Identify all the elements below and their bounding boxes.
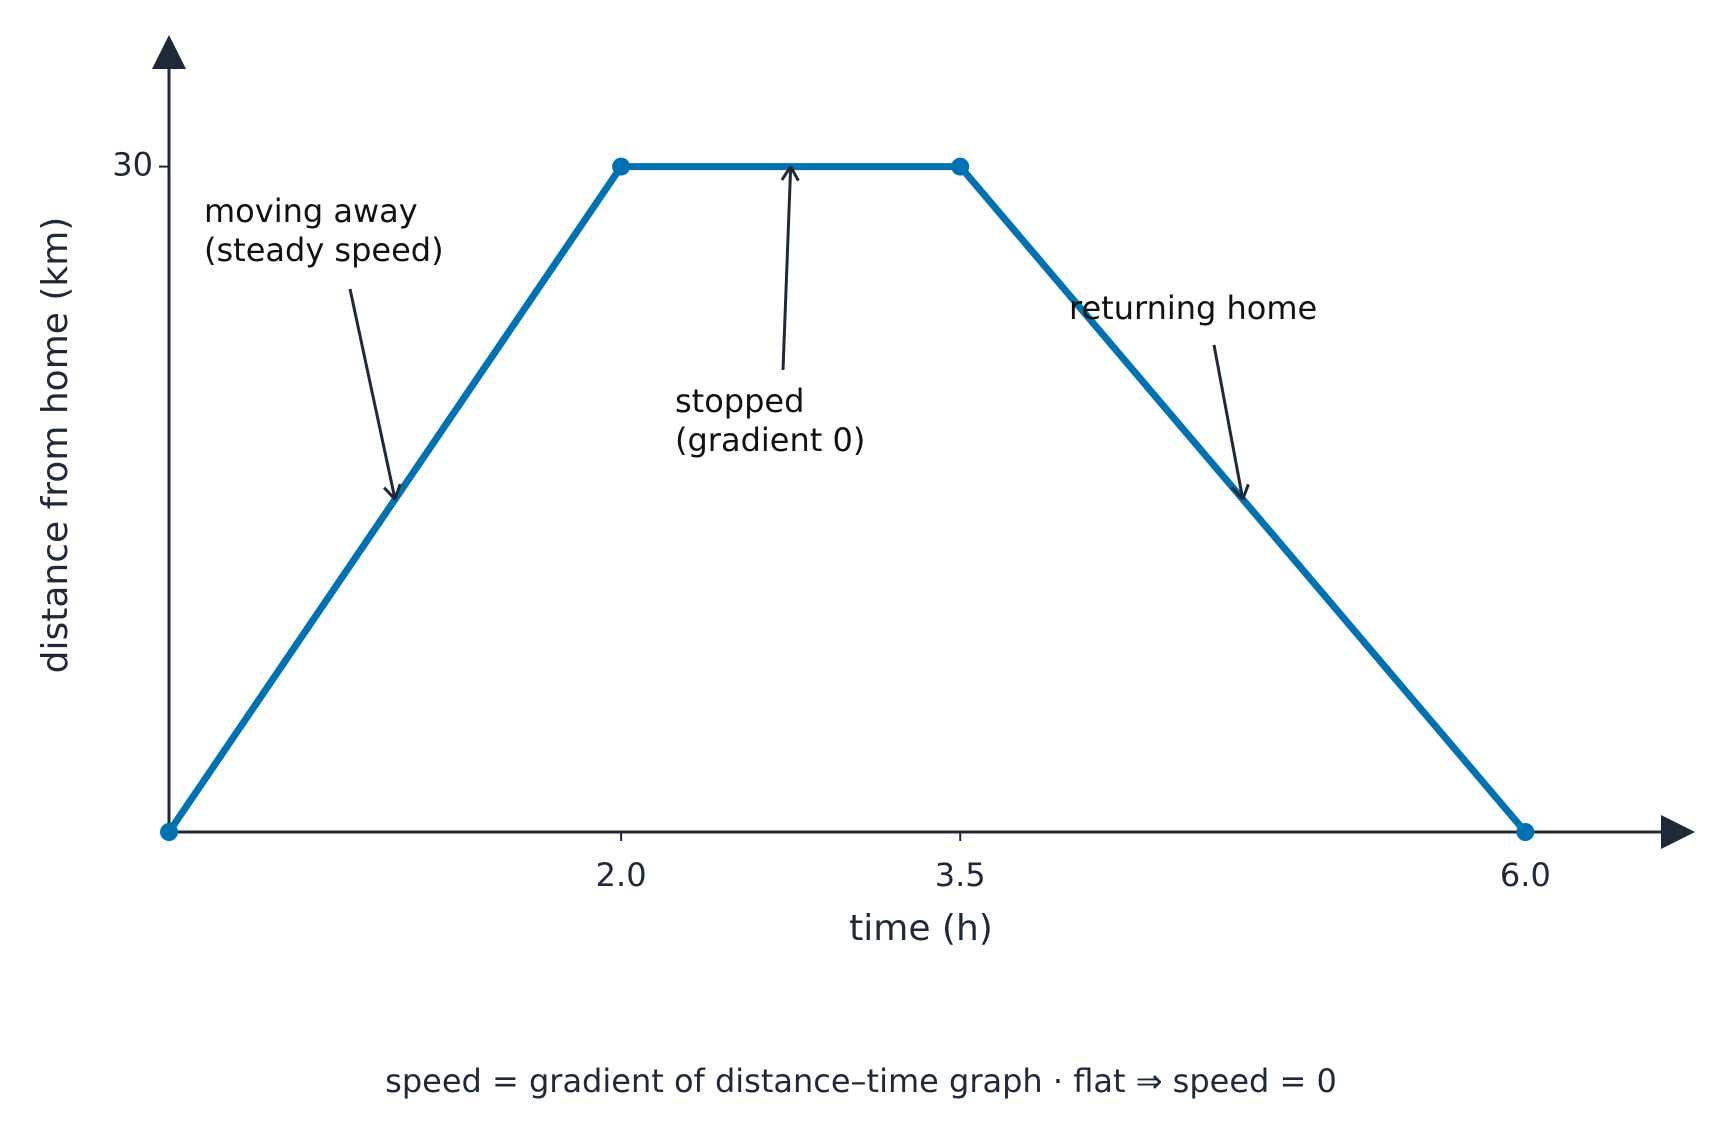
- y-tick-label: 30: [112, 146, 153, 184]
- x-tick-label: 2.0: [596, 856, 647, 894]
- annotation-text: returning home: [1069, 289, 1317, 327]
- footnote: speed = gradient of distance–time graph …: [385, 1062, 1337, 1100]
- annotation-arrowhead: [383, 483, 402, 501]
- annotation-arrow: [348, 288, 397, 500]
- x-axis-label: time (h): [849, 908, 993, 949]
- annotation-text: (steady speed): [204, 231, 444, 269]
- annotation-arrowhead: [1231, 483, 1250, 501]
- y-axis-label: distance from home (km): [35, 217, 76, 674]
- x-tick-label: 6.0: [1500, 856, 1551, 894]
- annotation-arrow: [1212, 344, 1245, 500]
- annotation-text: stopped: [675, 382, 804, 420]
- data-point: [951, 157, 970, 176]
- y-axis-arrow: [152, 35, 186, 69]
- data-point: [160, 823, 178, 841]
- annotation-text: moving away: [204, 192, 418, 230]
- data-point: [612, 157, 631, 176]
- x-tick-label: 3.5: [935, 856, 986, 894]
- annotation-arrowhead: [780, 165, 800, 182]
- annotation-arrow: [781, 166, 793, 371]
- annotation-text: (gradient 0): [675, 421, 865, 459]
- data-point: [1516, 823, 1535, 841]
- x-axis-arrow: [1661, 815, 1695, 849]
